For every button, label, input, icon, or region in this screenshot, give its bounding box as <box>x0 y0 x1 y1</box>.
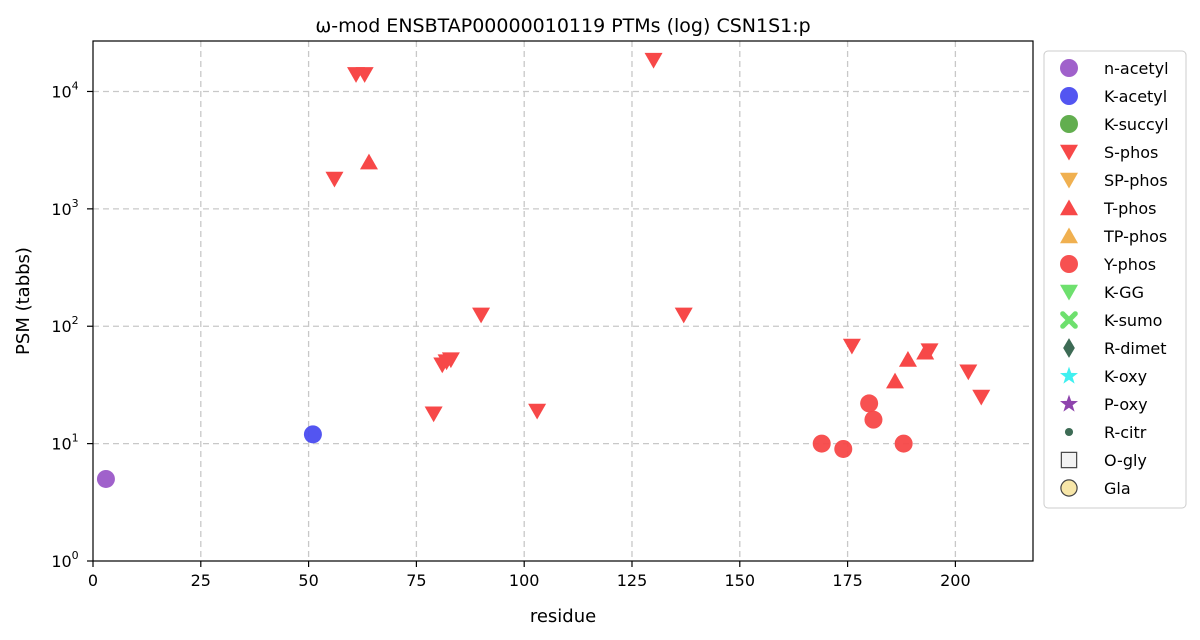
x-tick-label: 200 <box>940 571 971 590</box>
y-axis-label: PSM (tabbs) <box>13 247 34 355</box>
data-point-y-phos <box>834 439 853 458</box>
data-point-s-phos <box>441 352 460 369</box>
data-point-t-phos <box>916 343 935 360</box>
x-tick-label: 25 <box>191 571 211 590</box>
data-point-t-phos <box>898 351 917 367</box>
data-point-s-phos <box>325 171 344 188</box>
x-axis-label: residue <box>530 606 596 627</box>
legend-item: K-succyl <box>1060 115 1169 134</box>
legend-label: Gla <box>1104 479 1131 498</box>
legend: n-acetyl K-acetyl K-succyl S-phos SP-phos T-p… <box>1043 50 1187 509</box>
legend-marker <box>1060 366 1078 384</box>
legend-marker <box>1060 144 1078 161</box>
legend-item: O-gly <box>1060 451 1147 470</box>
legend-marker <box>1063 338 1075 358</box>
legend-label: S-phos <box>1104 143 1158 162</box>
x-tick-label: 75 <box>406 571 426 590</box>
legend-item: n-acetyl <box>1060 59 1169 78</box>
data-point-y-phos <box>894 434 913 453</box>
legend-label: K-acetyl <box>1104 87 1167 106</box>
x-tick-label: 175 <box>832 571 863 590</box>
y-tick-label: 102 <box>51 314 78 336</box>
legend-marker <box>1060 115 1078 133</box>
data-point-n-acetyl <box>96 469 115 488</box>
data-point-y-phos <box>864 410 883 429</box>
legend-marker <box>1060 227 1078 244</box>
y-tick-label: 100 <box>51 549 78 571</box>
legend-label: K-GG <box>1104 283 1144 302</box>
x-tick-label: 150 <box>725 571 756 590</box>
legend-label: K-oxy <box>1104 367 1147 386</box>
legend-item: K-sumo <box>1060 311 1162 330</box>
data-point-k-acetyl <box>303 425 322 444</box>
legend-label: R-dimet <box>1104 339 1167 358</box>
data-point-y-phos <box>860 394 879 413</box>
legend-label: R-citr <box>1104 423 1147 442</box>
legend-label: P-oxy <box>1104 395 1148 414</box>
legend-item: T-phos <box>1060 199 1157 218</box>
legend-marker <box>1060 284 1078 301</box>
legend-marker <box>1060 311 1078 329</box>
legend-item: R-dimet <box>1063 338 1167 358</box>
grid-lines <box>93 41 1033 561</box>
legend-label: TP-phos <box>1103 227 1167 246</box>
legend-marker <box>1060 87 1078 105</box>
legend-marker <box>1060 59 1078 77</box>
legend-marker <box>1060 479 1078 497</box>
legend-label: T-phos <box>1103 199 1157 218</box>
data-point-s-phos <box>528 403 547 420</box>
legend-marker <box>1060 199 1078 216</box>
x-tick-label: 100 <box>509 571 540 590</box>
legend-marker <box>1060 255 1078 273</box>
x-axis-ticks: 0 25 50 75 100 125 150 175 200 <box>88 561 971 590</box>
data-point-s-phos <box>972 389 991 406</box>
legend-item: S-phos <box>1060 143 1158 162</box>
data-point-t-phos <box>886 372 905 389</box>
x-tick-label: 0 <box>88 571 98 590</box>
legend-label: Y-phos <box>1103 255 1156 274</box>
legend-item: K-oxy <box>1060 366 1147 386</box>
legend-label: n-acetyl <box>1104 59 1169 78</box>
legend-marker <box>1060 172 1078 189</box>
data-point-s-phos <box>424 406 443 423</box>
legend-item: Y-phos <box>1060 255 1156 274</box>
data-point-y-phos <box>812 434 831 453</box>
data-point-s-phos <box>959 364 978 381</box>
data-point-t-phos <box>359 153 378 170</box>
y-axis-ticks: 100 101 102 103 104 <box>51 79 93 571</box>
legend-label: K-sumo <box>1104 311 1162 330</box>
legend-item: SP-phos <box>1060 171 1168 190</box>
legend-label: K-succyl <box>1104 115 1169 134</box>
legend-marker <box>1064 427 1074 437</box>
plot-frame <box>92 40 1034 562</box>
data-point-s-phos <box>355 67 374 83</box>
y-tick-label: 104 <box>51 79 78 101</box>
legend-marker <box>1060 394 1078 412</box>
legend-label: SP-phos <box>1104 171 1168 190</box>
legend-item: Gla <box>1060 479 1131 498</box>
data-points <box>96 52 991 488</box>
y-tick-label: 103 <box>51 197 78 219</box>
data-point-s-phos <box>674 307 693 324</box>
legend-label: O-gly <box>1104 451 1147 470</box>
legend-item: TP-phos <box>1060 227 1167 246</box>
data-point-s-phos <box>842 338 861 355</box>
data-point-s-phos <box>472 307 491 324</box>
legend-box <box>1043 50 1187 509</box>
legend-item: K-acetyl <box>1060 87 1167 106</box>
chart-title: ω-mod ENSBTAP00000010119 PTMs (log) CSN1… <box>315 15 810 37</box>
data-point-s-phos <box>644 52 663 69</box>
x-tick-label: 50 <box>298 571 318 590</box>
x-tick-label: 125 <box>617 571 648 590</box>
legend-item: K-GG <box>1060 283 1144 302</box>
legend-item: R-citr <box>1064 423 1147 442</box>
legend-item: P-oxy <box>1060 394 1148 414</box>
legend-marker <box>1060 451 1078 469</box>
y-tick-label: 101 <box>51 432 78 454</box>
